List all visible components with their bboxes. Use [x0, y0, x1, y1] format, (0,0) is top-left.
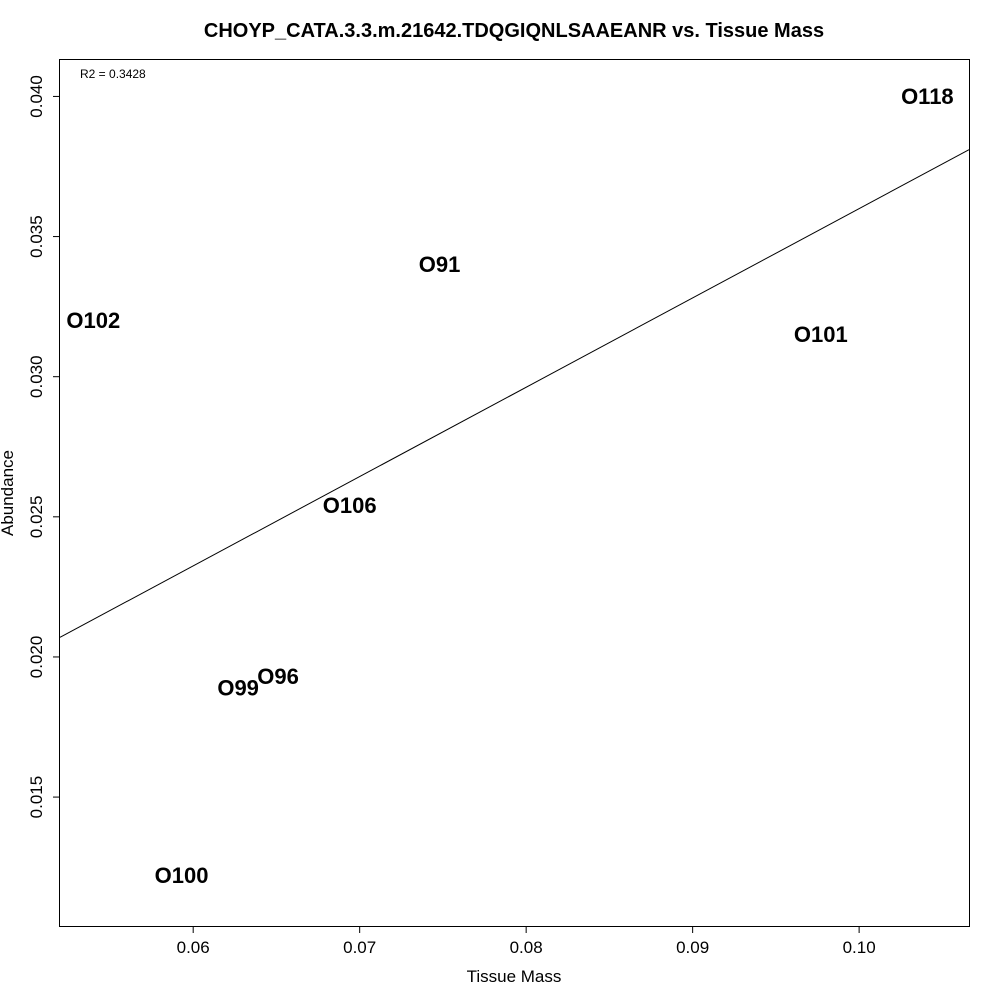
x-tick-label: 0.10	[843, 938, 876, 957]
x-axis: 0.06 0.07 0.08 0.09 0.10	[177, 926, 876, 957]
point-label: O99	[217, 675, 259, 700]
plot-frame	[59, 59, 970, 927]
point-label: O96	[257, 664, 299, 689]
y-tick-label: 0.040	[27, 75, 46, 118]
y-tick-label: 0.025	[27, 496, 46, 539]
regression-line	[59, 149, 970, 638]
point-label: O118	[901, 84, 954, 109]
x-axis-label: Tissue Mass	[467, 967, 562, 986]
point-label: O102	[66, 308, 120, 333]
point-label: O106	[323, 493, 377, 518]
y-tick-label: 0.015	[27, 776, 46, 819]
point-label: O100	[155, 863, 209, 888]
point-label: O91	[419, 252, 461, 277]
y-axis: 0.015 0.020 0.025 0.030 0.035 0.040	[27, 75, 60, 818]
x-tick-label: 0.07	[343, 938, 376, 957]
chart-title: CHOYP_CATA.3.3.m.21642.TDQGIQNLSAAEANR v…	[204, 20, 824, 42]
point-label: O101	[794, 322, 848, 347]
y-axis-label: Abundance	[0, 450, 17, 536]
r2-annotation: R2 = 0.3428	[80, 67, 146, 81]
y-tick-label: 0.035	[27, 215, 46, 258]
y-tick-label: 0.020	[27, 636, 46, 679]
x-tick-label: 0.06	[177, 938, 210, 957]
y-tick-label: 0.030	[27, 355, 46, 398]
x-tick-label: 0.08	[510, 938, 543, 957]
x-tick-label: 0.09	[676, 938, 709, 957]
